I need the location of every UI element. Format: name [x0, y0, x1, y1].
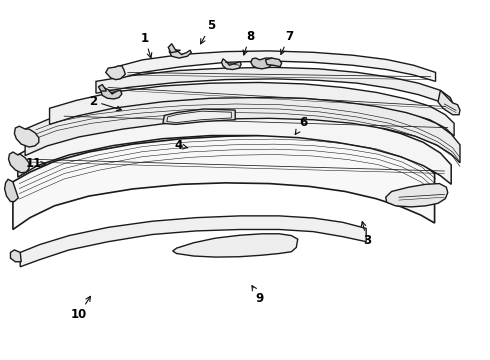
Text: 6: 6	[295, 116, 308, 134]
Polygon shape	[101, 87, 122, 99]
Text: 10: 10	[71, 296, 90, 321]
Text: 2: 2	[90, 95, 122, 111]
Polygon shape	[116, 51, 436, 81]
Polygon shape	[49, 82, 454, 136]
Polygon shape	[251, 58, 273, 69]
Polygon shape	[167, 111, 231, 123]
Text: 1: 1	[141, 32, 152, 58]
Text: 11: 11	[26, 157, 46, 170]
Polygon shape	[106, 66, 125, 80]
Polygon shape	[386, 184, 448, 207]
Polygon shape	[163, 109, 235, 125]
Polygon shape	[96, 67, 453, 113]
Polygon shape	[25, 95, 460, 163]
Polygon shape	[168, 44, 180, 53]
Polygon shape	[18, 115, 451, 184]
Polygon shape	[4, 179, 18, 202]
Polygon shape	[14, 126, 39, 147]
Polygon shape	[172, 234, 298, 257]
Polygon shape	[20, 216, 366, 267]
Text: 4: 4	[175, 139, 188, 152]
Polygon shape	[10, 250, 21, 262]
Polygon shape	[13, 135, 435, 229]
Polygon shape	[169, 48, 191, 58]
Text: 7: 7	[281, 30, 293, 54]
Text: 3: 3	[361, 221, 371, 247]
Polygon shape	[266, 58, 282, 67]
Polygon shape	[98, 85, 106, 91]
Text: 9: 9	[252, 285, 264, 305]
Text: 8: 8	[243, 30, 254, 55]
Polygon shape	[221, 59, 241, 69]
Text: 5: 5	[200, 19, 215, 44]
Polygon shape	[8, 152, 29, 173]
Polygon shape	[438, 90, 460, 115]
